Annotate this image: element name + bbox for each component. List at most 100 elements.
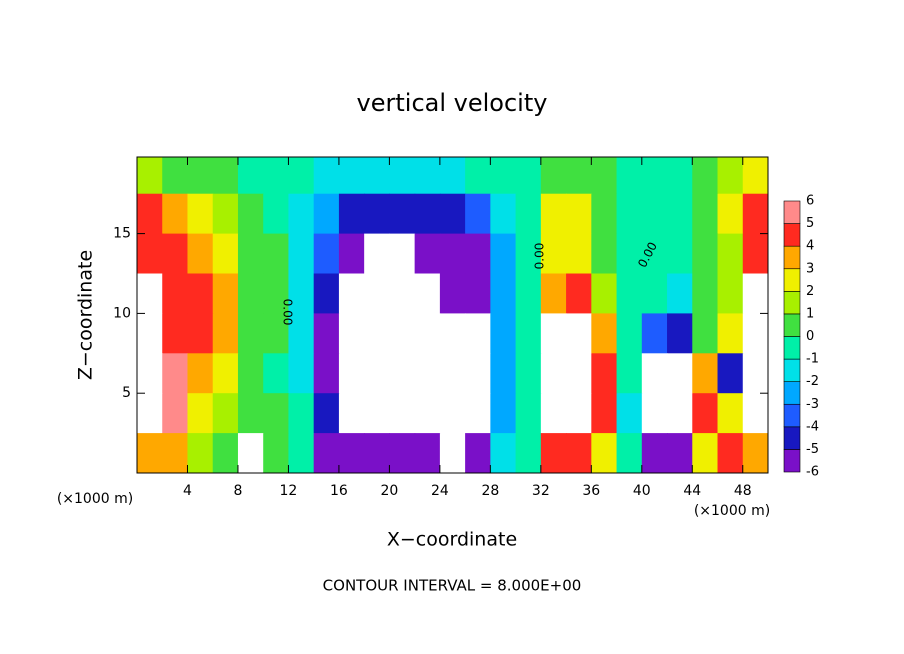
heat-cell [212, 157, 239, 195]
heat-cell [515, 393, 542, 434]
colorbar-label: -5 [806, 442, 819, 457]
heat-cell [313, 353, 340, 394]
heat-cell [414, 233, 441, 275]
heat-cell [641, 157, 668, 195]
heat-cell [591, 193, 618, 235]
heat-cell [364, 273, 390, 315]
y-tick-label: 15 [113, 226, 131, 242]
heat-cell [237, 157, 264, 195]
heat-cell [414, 353, 441, 394]
heat-cell [187, 313, 214, 354]
heat-cell [263, 273, 290, 315]
heat-cell [717, 193, 744, 235]
heat-cell [742, 353, 768, 394]
heat-cell [641, 233, 668, 275]
x-tick-label: 48 [734, 483, 752, 499]
heat-cell [717, 433, 744, 473]
heat-cell [137, 313, 163, 354]
heat-cell [162, 157, 189, 195]
x-unit-label: (×1000 m) [57, 491, 133, 507]
heat-cell [591, 273, 618, 315]
x-axis-label: X−coordinate [387, 529, 517, 551]
heat-cell [338, 193, 365, 235]
heat-cell [667, 157, 693, 195]
heat-cell [212, 193, 239, 235]
x-tick-label: 44 [683, 483, 701, 499]
heat-cell [389, 353, 416, 394]
heat-cell [465, 393, 491, 434]
heat-cell [263, 433, 290, 473]
heat-cell [692, 313, 719, 354]
heat-cell [540, 273, 567, 315]
colorbar-label: -6 [806, 465, 819, 480]
heat-cell [566, 193, 592, 235]
heat-cell [288, 273, 315, 315]
heat-cell [566, 157, 592, 195]
heat-cell [237, 393, 264, 434]
heat-cell [616, 233, 643, 275]
heat-cell [414, 313, 441, 354]
heat-cell [742, 313, 768, 354]
heat-cell [692, 157, 719, 195]
heat-cell [616, 433, 643, 473]
heat-cell [414, 193, 441, 235]
heat-cell [616, 393, 643, 434]
heat-cell [566, 433, 592, 473]
heat-cell [162, 433, 189, 473]
x-tick-label: 24 [431, 483, 449, 499]
heat-cell [465, 157, 491, 195]
heat-cell [439, 273, 466, 315]
heatmap [137, 157, 768, 473]
heat-cell [717, 233, 744, 275]
heat-cell [465, 433, 491, 473]
heat-cell [313, 313, 340, 354]
heat-cell [717, 313, 744, 354]
colorbar-label: 1 [806, 306, 814, 321]
colorbar-label: 2 [806, 284, 814, 299]
heat-cell [364, 157, 390, 195]
heat-cell [338, 353, 365, 394]
heat-cell [288, 157, 315, 195]
heat-cell [439, 393, 466, 434]
colorbar-box [783, 381, 801, 405]
heat-cell [389, 393, 416, 434]
heat-cell [364, 233, 390, 275]
heat-cell [439, 313, 466, 354]
heat-cell [364, 353, 390, 394]
heat-cell [137, 433, 163, 473]
heat-cell [667, 433, 693, 473]
heat-cell [616, 193, 643, 235]
heat-cell [515, 433, 542, 473]
heat-cell [212, 313, 239, 354]
heat-cell [212, 393, 239, 434]
heat-cell [162, 313, 189, 354]
x-tick-label: 28 [481, 483, 499, 499]
heat-cell [490, 273, 517, 315]
contour-label: 0.00 [281, 299, 295, 326]
heat-cell [641, 193, 668, 235]
heat-cell [288, 193, 315, 235]
heat-cell [717, 353, 744, 394]
heat-cell [338, 393, 365, 434]
heat-cell [616, 273, 643, 315]
heat-cell [490, 393, 517, 434]
chart-title: vertical velocity [357, 89, 548, 117]
heat-cell [490, 233, 517, 275]
heat-cell [667, 193, 693, 235]
heat-cell [313, 193, 340, 235]
heat-cell [667, 313, 693, 354]
heat-cell [439, 157, 466, 195]
x-tick-label: 16 [330, 483, 348, 499]
heat-cell [465, 193, 491, 235]
heat-cell [540, 233, 567, 275]
heat-cell [237, 353, 264, 394]
heat-cell [515, 313, 542, 354]
x-tick-label: 40 [633, 483, 651, 499]
heat-cell [288, 353, 315, 394]
heat-cell [263, 193, 290, 235]
heat-cell [212, 433, 239, 473]
heat-cell [338, 273, 365, 315]
heat-cell [212, 353, 239, 394]
heat-cell [414, 433, 441, 473]
heat-cell [389, 273, 416, 315]
